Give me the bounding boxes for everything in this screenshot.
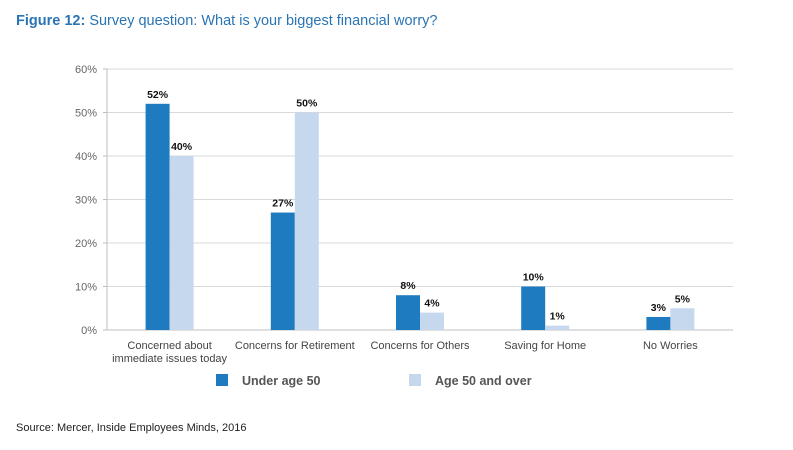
bar xyxy=(169,156,194,330)
bar xyxy=(670,308,695,330)
data-label: 1% xyxy=(550,311,566,323)
bar xyxy=(396,295,420,330)
y-tick-label: 60% xyxy=(75,64,97,76)
y-tick-label: 50% xyxy=(75,108,97,120)
bar xyxy=(646,316,671,330)
bar xyxy=(420,312,444,330)
legend-label: Age 50 and over xyxy=(435,374,532,388)
data-label: 4% xyxy=(424,298,440,310)
bar xyxy=(270,212,295,330)
x-tick-label: No Worries xyxy=(643,340,698,352)
bar xyxy=(294,112,319,330)
data-label: 3% xyxy=(651,302,667,314)
data-label: 40% xyxy=(171,141,193,153)
x-tick-label: Concerned about xyxy=(127,340,211,352)
source-note: Source: Mercer, Inside Employees Minds, … xyxy=(16,422,247,434)
x-tick-label: Concerns for Others xyxy=(370,340,470,352)
data-label: 50% xyxy=(296,98,318,110)
title-text: Survey question: What is your biggest fi… xyxy=(85,13,438,29)
legend-label: Under age 50 xyxy=(242,374,321,388)
data-label: 27% xyxy=(272,198,294,210)
y-tick-label: 20% xyxy=(75,238,97,250)
y-tick-label: 10% xyxy=(75,282,97,294)
bar xyxy=(145,103,170,330)
figure-number: Figure 12: xyxy=(16,13,86,29)
bar xyxy=(545,325,570,330)
legend-swatch xyxy=(409,374,421,386)
chart-title: Figure 12: Survey question: What is your… xyxy=(16,13,438,29)
x-tick-label: Concerns for Retirement xyxy=(235,340,355,352)
data-label: 5% xyxy=(675,293,691,305)
y-tick-label: 40% xyxy=(75,151,97,163)
x-tick-label: immediate issues today xyxy=(112,353,227,365)
bar xyxy=(521,286,546,330)
data-label: 10% xyxy=(523,272,545,284)
x-tick-label: Saving for Home xyxy=(504,340,586,352)
data-label: 8% xyxy=(400,280,416,292)
data-label: 52% xyxy=(147,89,169,101)
y-tick-label: 30% xyxy=(75,195,97,207)
legend-swatch xyxy=(216,374,228,386)
y-tick-label: 0% xyxy=(81,325,97,337)
